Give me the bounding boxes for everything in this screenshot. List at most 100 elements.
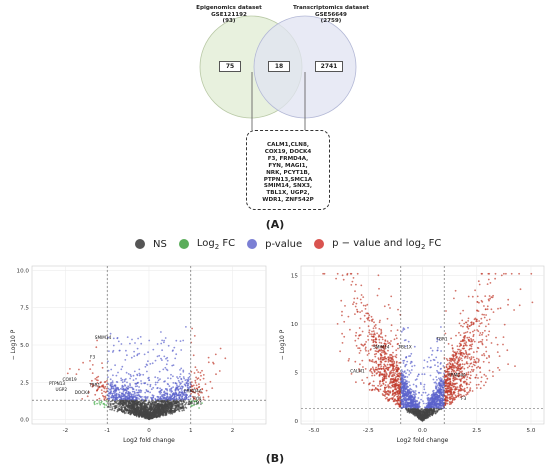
data-point: [198, 394, 200, 397]
data-point: [164, 412, 167, 414]
data-point: [383, 377, 386, 380]
data-point: [470, 347, 473, 350]
data-point: [367, 312, 370, 315]
data-point: [140, 382, 143, 385]
data-point: [147, 360, 149, 363]
data-point: [156, 343, 159, 345]
data-point: [395, 337, 398, 340]
data-point: [373, 325, 376, 328]
data-point: [181, 380, 184, 383]
data-point: [396, 401, 399, 404]
data-point: [166, 405, 168, 407]
data-point: [460, 324, 462, 327]
data-point: [175, 405, 178, 408]
data-point: [141, 415, 143, 418]
data-point: [459, 334, 462, 336]
data-point: [163, 402, 166, 405]
data-point: [111, 408, 113, 411]
data-point: [127, 385, 129, 388]
data-point: [453, 366, 455, 369]
data-point: [146, 370, 148, 373]
data-point: [436, 410, 439, 413]
data-point: [366, 376, 369, 379]
data-point: [479, 322, 482, 325]
data-point: [375, 337, 377, 340]
data-point: [137, 400, 140, 403]
data-point: [354, 339, 357, 342]
gene-label: FRMD4A: [184, 389, 202, 394]
data-point: [89, 368, 92, 370]
data-point: [124, 406, 126, 409]
data-point: [394, 376, 397, 379]
data-point: [118, 349, 121, 352]
data-point: [176, 376, 178, 378]
data-point: [463, 363, 466, 366]
data-point: [215, 373, 217, 376]
data-point: [103, 402, 105, 405]
data-point: [113, 409, 116, 412]
data-point: [369, 333, 371, 335]
data-point: [464, 349, 467, 352]
data-point: [136, 373, 139, 376]
data-point: [494, 277, 496, 280]
data-point: [461, 395, 463, 398]
data-point: [470, 357, 473, 360]
data-point: [166, 389, 169, 392]
venn-left-label: Epigenomics dataset GSE121192 (93): [170, 5, 288, 25]
data-point: [112, 374, 114, 377]
data-point: [101, 362, 103, 364]
data-point: [167, 397, 170, 400]
data-point: [436, 361, 439, 364]
data-point: [119, 404, 122, 406]
data-point: [463, 394, 465, 397]
data-point: [477, 358, 480, 361]
data-point: [367, 325, 370, 328]
venn-diagram: [199, 15, 357, 130]
data-point: [178, 381, 181, 384]
data-point: [458, 331, 460, 334]
data-point: [137, 406, 140, 409]
data-point: [380, 368, 383, 370]
data-point: [395, 360, 398, 363]
data-point: [437, 365, 439, 368]
data-point: [354, 290, 356, 293]
data-point: [107, 404, 110, 406]
data-point: [122, 394, 125, 397]
data-point: [165, 397, 168, 400]
data-point: [355, 302, 358, 305]
data-point: [160, 342, 163, 345]
data-point: [452, 386, 455, 388]
data-point: [455, 357, 457, 359]
data-point: [375, 362, 378, 364]
data-point: [417, 373, 420, 376]
data-point: [123, 402, 126, 405]
data-point: [451, 399, 454, 401]
data-point: [363, 320, 366, 323]
data-point: [108, 402, 110, 404]
data-point: [136, 353, 139, 356]
data-point: [454, 394, 457, 397]
data-point: [383, 351, 385, 354]
data-point: [451, 347, 454, 349]
data-point: [488, 361, 490, 364]
data-point: [475, 361, 477, 364]
data-point: [453, 297, 455, 300]
data-point: [170, 391, 173, 393]
data-point: [104, 395, 107, 398]
data-point: [98, 397, 101, 400]
data-point: [126, 396, 129, 399]
data-point: [164, 392, 167, 395]
data-point: [121, 404, 124, 407]
data-point: [410, 388, 413, 391]
data-point: [151, 413, 154, 416]
data-point: [144, 417, 147, 419]
data-point: [489, 282, 492, 284]
data-point: [507, 303, 509, 306]
data-point: [112, 387, 114, 390]
data-point: [201, 391, 203, 394]
data-point: [437, 408, 440, 411]
data-point: [454, 365, 456, 368]
data-point: [402, 378, 404, 381]
data-point: [403, 359, 406, 362]
data-point: [140, 400, 143, 402]
